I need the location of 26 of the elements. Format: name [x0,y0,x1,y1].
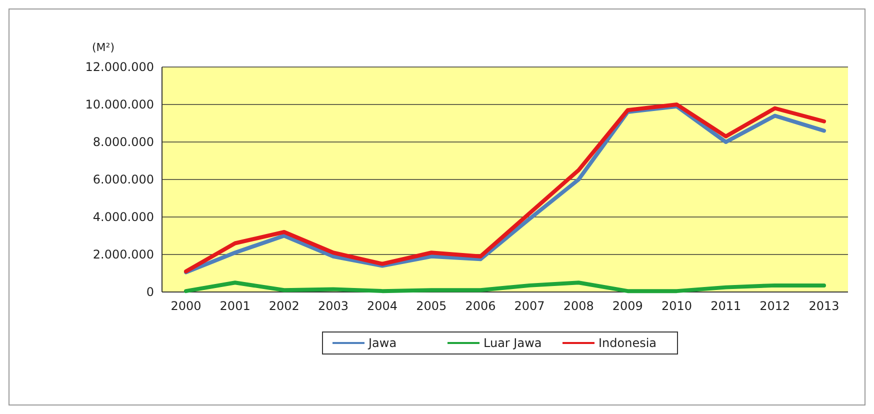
y-tick-label: 4.000.000 [92,210,154,224]
legend-label: Luar Jawa [484,336,542,350]
x-tick-label: 2000 [170,299,202,313]
y-tick-label: 8.000.000 [92,135,154,150]
legend-label: Jawa [368,336,397,350]
x-tick-label: 2004 [367,299,398,313]
x-tick-label: 2011 [710,299,742,313]
x-tick-label: 2003 [318,299,349,313]
x-tick-label: 2012 [760,299,790,313]
x-tick-label: 2002 [268,299,300,313]
x-tick-label: 2006 [465,299,496,313]
line-series [184,280,826,294]
y-tick-label: 0 [146,285,154,300]
y-tick-label: 10.000.000 [85,98,154,112]
y-axis-title: (M²) [92,41,114,54]
x-tick-label: 2001 [220,299,250,313]
y-tick-label: 6.000.000 [92,172,154,187]
x-tick-label: 2013 [808,299,840,313]
x-tick-label: 2009 [612,299,643,313]
y-tick-label: 12.000.000 [85,60,154,74]
legend-label: Indonesia [598,336,657,350]
y-tick-label: 2.000.000 [92,248,154,262]
x-tick-label: 2007 [514,299,545,313]
x-tick-label: 2005 [416,299,447,313]
x-tick-label: 2008 [563,299,594,313]
x-tick-label: 2010 [661,299,692,313]
